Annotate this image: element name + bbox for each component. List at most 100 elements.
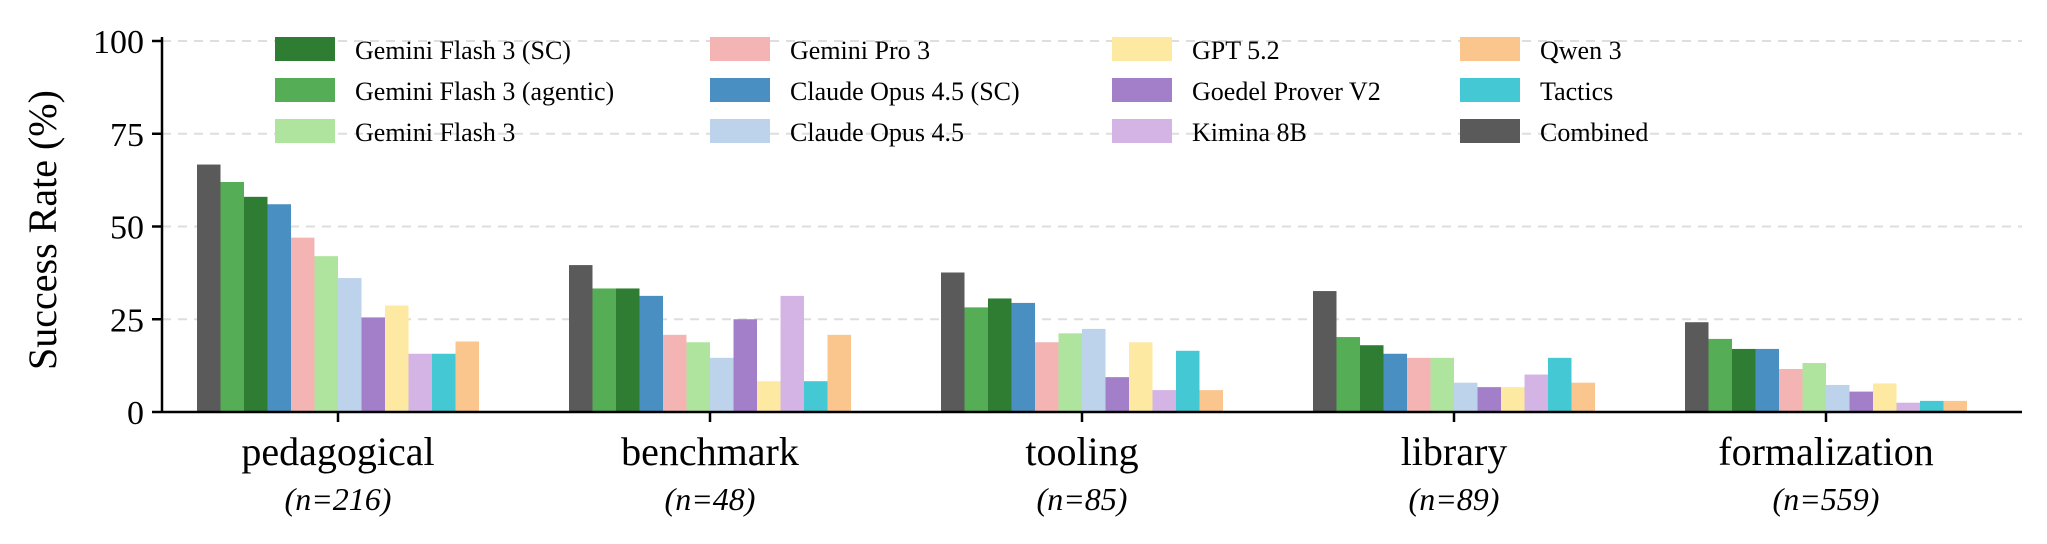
x-category-count: (n=216) — [285, 481, 392, 517]
legend-label: Kimina 8B — [1192, 118, 1307, 147]
bar — [1571, 382, 1595, 412]
legend-label: Tactics — [1540, 77, 1613, 106]
bar — [1336, 337, 1360, 412]
x-category-count: (n=89) — [1409, 481, 1500, 517]
x-category-label: tooling — [1025, 429, 1138, 474]
bar — [338, 278, 362, 412]
legend-swatch — [1112, 37, 1172, 61]
x-category-label: library — [1401, 429, 1508, 474]
x-category-count: (n=48) — [665, 481, 756, 517]
bar — [1383, 353, 1407, 412]
bar — [385, 305, 409, 412]
y-tick-label: 25 — [110, 302, 144, 339]
legend-label: GPT 5.2 — [1192, 36, 1280, 65]
bar — [1708, 338, 1732, 412]
x-category-labels: pedagogical (n=216) benchmark (n=48) tooling… — [241, 412, 1934, 517]
bar — [1896, 402, 1920, 412]
legend-label: Goedel Prover V2 — [1192, 77, 1381, 106]
legend-label: Qwen 3 — [1540, 36, 1622, 65]
x-category-count: (n=559) — [1773, 481, 1880, 517]
bar — [1129, 342, 1153, 412]
bar — [1685, 322, 1709, 412]
bar — [1105, 377, 1129, 412]
bar — [710, 357, 734, 412]
x-category-count: (n=85) — [1037, 481, 1128, 517]
bar — [1943, 400, 1967, 412]
bar — [361, 317, 385, 412]
bar — [1501, 387, 1525, 412]
bar — [686, 342, 710, 412]
bar — [267, 204, 291, 412]
bar — [1011, 302, 1035, 412]
legend-label: Gemini Flash 3 — [355, 118, 515, 147]
bar — [1454, 382, 1478, 412]
y-tick-label: 50 — [110, 210, 144, 247]
bar — [455, 341, 479, 412]
legend-swatch — [1112, 78, 1172, 102]
legend-label: Gemini Pro 3 — [790, 36, 930, 65]
legend-label: Claude Opus 4.5 (SC) — [790, 77, 1020, 106]
bar — [780, 295, 804, 412]
bar — [1360, 345, 1384, 412]
bar — [1755, 348, 1779, 412]
bar — [639, 295, 663, 412]
bar — [291, 237, 315, 412]
legend-label: Claude Opus 4.5 — [790, 118, 964, 147]
bar — [964, 307, 988, 412]
bar — [941, 272, 965, 412]
legend-swatch — [1460, 78, 1520, 102]
y-axis-title: Success Rate (%) — [20, 90, 65, 370]
bar — [733, 319, 757, 412]
legend-label: Combined — [1540, 118, 1648, 147]
bar — [827, 334, 851, 412]
bar — [432, 353, 456, 412]
bar — [1779, 368, 1803, 412]
x-category-label: pedagogical — [241, 429, 434, 474]
bar — [804, 381, 828, 412]
bar — [616, 288, 640, 412]
bar — [1058, 333, 1082, 412]
bar — [314, 256, 338, 412]
bar — [988, 298, 1012, 412]
y-tick-label: 100 — [93, 24, 144, 61]
bars — [197, 164, 1967, 412]
bar — [1849, 391, 1873, 412]
bar — [1548, 357, 1572, 412]
bar — [1199, 390, 1223, 412]
bar — [663, 334, 687, 412]
bar — [220, 181, 244, 412]
legend-swatch — [275, 119, 335, 143]
legend-swatch — [1460, 119, 1520, 143]
bar — [1477, 387, 1501, 412]
bar — [1826, 384, 1850, 412]
bar — [757, 381, 781, 412]
bar — [1407, 357, 1431, 412]
x-category-label: benchmark — [621, 429, 799, 474]
legend-swatch — [275, 37, 335, 61]
legend-swatch — [710, 78, 770, 102]
bar — [1732, 348, 1756, 412]
bar — [1152, 390, 1176, 412]
bar — [197, 164, 221, 412]
legend-swatch — [710, 37, 770, 61]
bar — [1802, 363, 1826, 412]
bar — [1920, 400, 1944, 412]
y-tick-label: 75 — [110, 117, 144, 154]
legend-label: Gemini Flash 3 (SC) — [355, 36, 571, 65]
legend: Gemini Flash 3 (SC) Gemini Flash 3 (agent… — [275, 36, 1648, 147]
bar — [569, 265, 593, 412]
bar — [1873, 383, 1897, 412]
legend-swatch — [710, 119, 770, 143]
y-ticks: 0 25 50 75 100 — [93, 24, 162, 432]
bar — [408, 353, 432, 412]
bar — [1082, 328, 1106, 412]
bar — [1430, 357, 1454, 412]
grid-lines — [162, 40, 2022, 321]
bar — [1035, 342, 1059, 412]
bar — [592, 288, 616, 412]
bar — [1524, 374, 1548, 412]
legend-label: Gemini Flash 3 (agentic) — [355, 77, 614, 106]
legend-swatch — [1460, 37, 1520, 61]
legend-swatch — [275, 78, 335, 102]
